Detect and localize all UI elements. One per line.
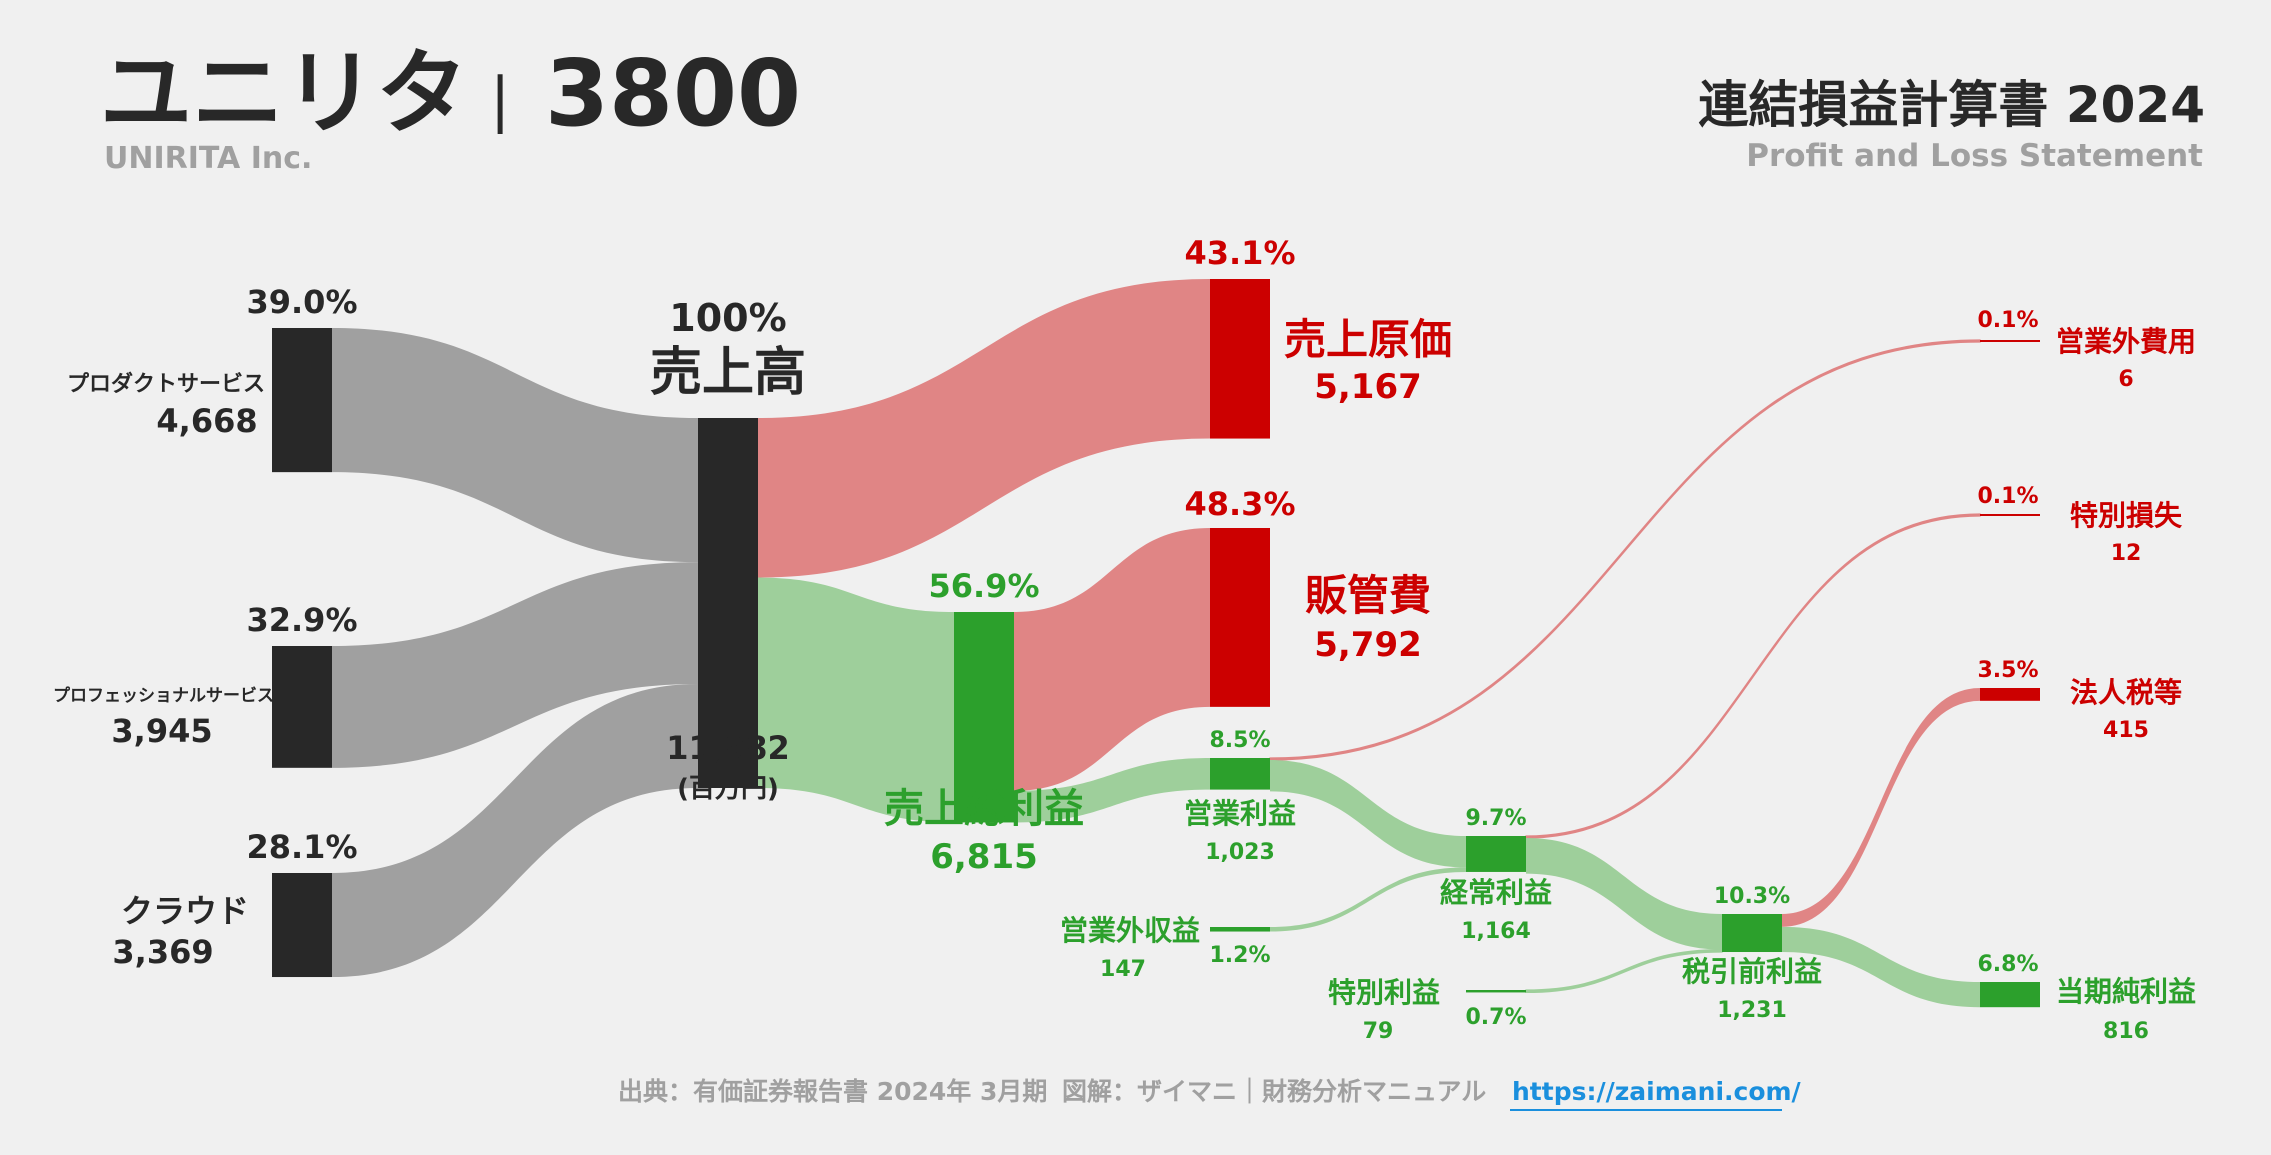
sankey-labels: 39.0% プロダクトサービス 4,668 32.9% プロフェッショナルサービス 3,9… <box>53 234 2196 1044</box>
footer-credit: 図解：ザイマニ｜財務分析マニュアル <box>1062 1077 1486 1106</box>
node-sga <box>1210 528 1270 707</box>
name-label-revenue: 売上高 <box>650 343 806 403</box>
value-label-ordinary: 1,164 <box>1461 919 1531 944</box>
value-label-professional: 3,945 <box>111 712 212 750</box>
value-label-cogs: 5,167 <box>1314 367 1422 407</box>
pct-label-pretax: 10.3% <box>1714 884 1790 909</box>
node-revenue <box>698 418 758 788</box>
statement-title: 連結損益計算書 2024 <box>1698 76 2205 134</box>
name-label-non_op_income: 営業外収益 <box>1060 914 1200 947</box>
value-label-net: 816 <box>2103 1019 2149 1044</box>
pct-label-net: 6.8% <box>1977 952 2038 977</box>
value-label-gross: 6,815 <box>930 837 1038 877</box>
flow-operating-to-ordinary <box>1270 760 1466 868</box>
flow-pretax-to-tax <box>1782 688 1980 927</box>
flow-cloud-to-revenue <box>332 683 698 978</box>
pct-label-extra_loss: 0.1% <box>1977 484 2038 509</box>
node-net <box>1980 982 2040 1008</box>
value-label-non_op_expense: 6 <box>2118 367 2133 392</box>
name-label-tax: 法人税等 <box>2070 676 2182 709</box>
footer-url[interactable]: https://zaimani.com/ <box>1512 1077 1802 1106</box>
node-operating <box>1210 758 1270 790</box>
node-extra_gain <box>1466 990 1526 993</box>
name-label-non_op_expense: 営業外費用 <box>2056 325 2196 358</box>
name-label-pretax: 税引前利益 <box>1682 955 1822 988</box>
title-separator: | <box>490 65 510 135</box>
name-label-ordinary: 経常利益 <box>1440 876 1552 909</box>
pct-label-cloud: 28.1% <box>246 828 357 866</box>
pct-label-operating: 8.5% <box>1209 728 1270 753</box>
name-label-cloud: クラウド <box>121 892 249 930</box>
company-name: ユニリタ <box>100 40 468 147</box>
name-label-professional: プロフェッショナルサービス <box>53 685 274 706</box>
name-label-cogs: 売上原価 <box>1284 315 1452 364</box>
flow-gross-to-operating <box>1014 758 1210 823</box>
pct-label-product: 39.0% <box>246 283 357 321</box>
pct-label-ordinary: 9.7% <box>1465 806 1526 831</box>
node-non_op_expense <box>1980 340 2040 342</box>
value-label-pretax: 1,231 <box>1717 998 1787 1023</box>
stock-code: 3800 <box>545 40 801 147</box>
flow-ordinary-to-extra_loss <box>1525 513 1981 839</box>
value-label-extra_loss: 12 <box>2111 541 2142 566</box>
pct-label-revenue: 100% <box>669 296 786 340</box>
name-label-sga: 販管費 <box>1305 571 1431 620</box>
value-label-operating: 1,023 <box>1205 840 1275 865</box>
name-label-gross: 売上総利益 <box>884 786 1084 832</box>
flow-pretax-to-net <box>1782 926 1980 1008</box>
pct-label-cogs: 43.1% <box>1184 234 1295 272</box>
sankey-nodes <box>272 279 2040 1008</box>
company-name-en: UNIRITA Inc. <box>104 141 312 176</box>
node-extra_loss <box>1980 514 2040 516</box>
pct-label-non_op_expense: 0.1% <box>1977 308 2038 333</box>
pct-label-tax: 3.5% <box>1977 658 2038 683</box>
flow-extra_gain-to-pretax <box>1525 948 1723 994</box>
node-non_op_income <box>1210 927 1270 932</box>
value-label-sga: 5,792 <box>1314 625 1422 665</box>
statement-title-en: Profit and Loss Statement <box>1746 138 2203 174</box>
flow-product-to-revenue <box>332 328 698 563</box>
node-pretax <box>1722 914 1782 953</box>
node-gross <box>954 612 1014 823</box>
flow-revenue-to-cogs <box>758 279 1210 578</box>
value-label-cloud: 3,369 <box>112 933 213 971</box>
value-label-tax: 415 <box>2103 718 2149 743</box>
name-label-extra_gain: 特別利益 <box>1328 976 1440 1009</box>
pct-label-non_op_income: 1.2% <box>1209 943 1270 968</box>
node-ordinary <box>1466 836 1526 872</box>
pct-label-extra_gain: 0.7% <box>1465 1005 1526 1030</box>
flow-non_op_income-to-ordinary <box>1270 867 1466 932</box>
name-label-product: プロダクトサービス <box>67 371 265 397</box>
value-label-product: 4,668 <box>156 402 257 440</box>
node-tax <box>1980 688 2040 701</box>
unit-label: (百万円) <box>677 774 779 804</box>
pct-label-professional: 32.9% <box>246 601 357 639</box>
node-cloud <box>272 873 332 978</box>
flow-ordinary-to-pretax <box>1526 838 1722 950</box>
name-label-operating: 営業利益 <box>1184 797 1296 830</box>
flow-professional-to-revenue <box>332 562 698 768</box>
value-label-revenue: 11,982 <box>666 729 789 767</box>
pct-label-gross: 56.9% <box>928 567 1039 605</box>
node-professional <box>272 646 332 768</box>
value-label-extra_gain: 79 <box>1363 1019 1394 1044</box>
flow-gross-to-sga <box>1014 528 1210 791</box>
node-product <box>272 328 332 473</box>
value-label-non_op_income: 147 <box>1100 957 1146 982</box>
name-label-extra_loss: 特別損失 <box>2070 499 2183 532</box>
footer-source: 出典：有価証券報告書 2024年 3月期 <box>618 1077 1047 1106</box>
name-label-net: 当期純利益 <box>2056 975 2196 1008</box>
node-cogs <box>1210 279 1270 439</box>
pct-label-sga: 48.3% <box>1184 485 1295 523</box>
flow-revenue-to-gross <box>758 577 954 823</box>
sankey-flows <box>332 279 1981 1008</box>
